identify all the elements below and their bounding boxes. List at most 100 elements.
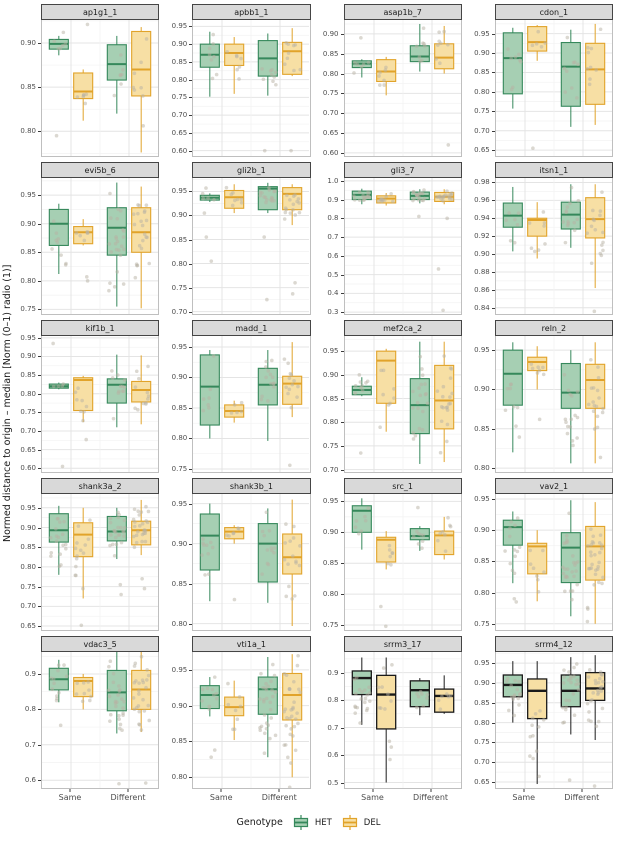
boxplot-svg: [495, 178, 612, 314]
jitter-points: [436, 692, 453, 711]
jitter-points: [283, 522, 302, 601]
x-tick-mark: [69, 789, 71, 792]
y-tick-mark: [491, 742, 495, 744]
y-tick-label: 0.95: [171, 187, 188, 196]
y-tick-label: 0.95: [322, 347, 339, 356]
y-tick-mark: [38, 131, 41, 133]
jitter-points: [208, 32, 219, 81]
jitter-points: [75, 22, 90, 106]
y-tick-mark: [491, 389, 495, 391]
y-tick-label: 0.88: [474, 267, 490, 276]
boxplot-svg: [193, 336, 310, 472]
y-tick-label: 0.6: [327, 751, 339, 760]
jitter-points: [225, 49, 244, 81]
facet-title: vti1a_1: [236, 639, 266, 649]
y-tick-label: 0.70: [171, 307, 188, 316]
y-tick-label: 0.86: [474, 285, 490, 294]
y-tick-mark: [491, 722, 495, 724]
y-tick-mark: [491, 111, 495, 113]
facet-title: srrm3_17: [383, 639, 422, 649]
jitter-points: [376, 65, 388, 87]
y-tick-label: 0.60: [20, 464, 36, 473]
facet-strip: asap1b_7: [343, 4, 462, 20]
box-het-same: [200, 31, 221, 97]
boxplot-panel: [41, 178, 160, 315]
jitter-points: [52, 30, 68, 138]
y-tick-mark: [38, 566, 41, 568]
y-tick-mark: [491, 72, 495, 74]
y-tick-mark: [189, 468, 193, 470]
box-het-same: [351, 373, 372, 455]
facet-strip: apbb1_1: [192, 4, 311, 20]
box-del-same: [73, 22, 94, 121]
facet-strip: src_1: [343, 478, 462, 494]
facet-srrm4_12: 0.65 0.70 0.75 0.80 0.85 0.90 0.95 srrm4_12 Same…: [469, 636, 613, 806]
boxplot-panel: [41, 652, 160, 789]
y-tick-mark: [491, 428, 495, 430]
y-tick-mark: [189, 583, 193, 585]
y-axis-labels: 0.70 0.75 0.80 0.85 0.90 0.95: [318, 320, 344, 474]
y-tick-label: 0.95: [474, 346, 490, 355]
jitter-points: [200, 537, 215, 577]
y-tick-mark: [491, 350, 495, 352]
y-tick-mark: [340, 374, 344, 376]
y-axis-labels: 0.80 0.85 0.90 0.95: [166, 478, 193, 631]
facet-strip: reln_2: [494, 320, 613, 336]
y-axis-labels: 0.80 0.85 0.90 0.95: [469, 320, 495, 473]
y-axis-labels: 0.75 0.80 0.85 0.90 0.95: [469, 478, 495, 631]
y-tick-mark: [491, 33, 495, 35]
jitter-points: [562, 35, 580, 100]
box-del-same: [224, 37, 245, 94]
jitter-points: [283, 193, 302, 296]
x-tick-mark: [278, 789, 280, 792]
y-tick-label: 0.90: [474, 250, 490, 259]
box-del-same: [73, 507, 94, 628]
jitter-points: [586, 357, 605, 460]
y-tick-mark: [491, 53, 495, 55]
boxplot-panel: [494, 652, 613, 789]
y-tick-mark: [340, 93, 344, 95]
box-het-different: [409, 188, 430, 219]
box-del-different: [433, 25, 454, 147]
y-tick-label: 0.85: [474, 557, 490, 566]
het-boxplot-key-icon: [292, 814, 310, 831]
facet-title: vdac3_5: [83, 639, 117, 649]
y-tick-label: 0.4: [327, 289, 339, 298]
y-tick-label: 0.85: [20, 248, 36, 257]
boxplot-svg: [344, 494, 461, 630]
y-tick-mark: [340, 563, 344, 565]
jitter-points: [353, 506, 370, 536]
jitter-points: [504, 676, 522, 718]
box-del-same: [526, 346, 547, 422]
y-tick-mark: [340, 255, 344, 257]
box-del-different: [282, 653, 303, 788]
boxplot-svg: [42, 494, 158, 630]
boxplot-svg: [193, 652, 310, 788]
y-tick-label: 0.6: [24, 776, 36, 785]
box-het-different: [560, 657, 581, 782]
y-axis-labels: 0.6 0.7 0.8 0.9: [15, 636, 41, 806]
boxplot-panel: [494, 20, 613, 157]
jitter-points: [225, 526, 241, 602]
y-tick-label: 0.94: [474, 214, 490, 223]
y-tick-mark: [189, 438, 193, 440]
facet-src_1: 0.75 0.80 0.85 0.90 0.95 src_1: [318, 478, 462, 631]
y-tick-label: 0.80: [20, 562, 36, 571]
box-del-same: [224, 184, 245, 214]
boxplot-panel: [343, 494, 462, 631]
boxplot-svg: [42, 178, 158, 314]
box-het-same: [351, 498, 372, 550]
y-tick-label: 0.85: [474, 698, 490, 707]
box-del-same: [375, 531, 396, 629]
boxplot-panel: [41, 20, 160, 157]
facet-strip: shank3b_1: [192, 478, 311, 494]
y-tick-label: 0.65: [20, 445, 36, 454]
boxplot-svg: [495, 652, 612, 788]
jitter-points: [528, 548, 546, 594]
box-del-same: [375, 56, 396, 96]
box-het-same: [200, 675, 221, 760]
facet-strip: vti1a_1: [192, 636, 311, 652]
jitter-points: [258, 662, 278, 756]
y-tick-label: 0.85: [171, 737, 188, 746]
